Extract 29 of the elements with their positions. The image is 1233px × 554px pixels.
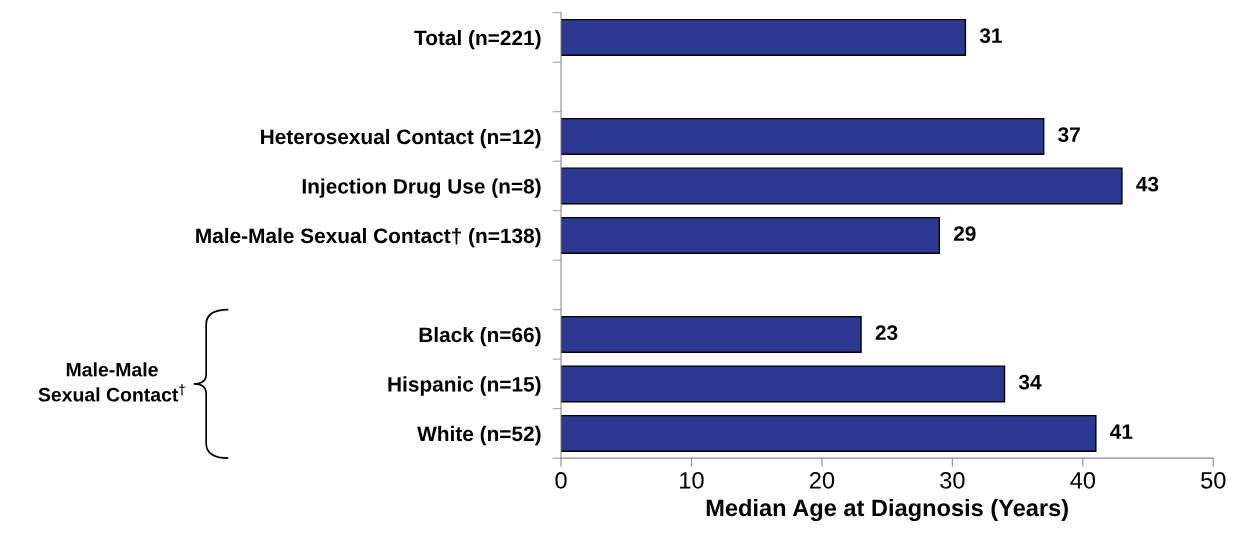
bar <box>561 216 941 254</box>
text: Male-Male Sexual Contact$^{†}$ <box>38 362 185 402</box>
x-tick-label: 0 <box>555 471 567 489</box>
y-tick-label: Male-Male Sexual Contact† (n=138) <box>196 227 541 248</box>
data-label: 43 <box>1136 176 1159 192</box>
data-label: 23 <box>875 325 898 341</box>
data-label: 34 <box>1018 374 1042 390</box>
data-label: 41 <box>1110 424 1133 439</box>
x-tick-label: 40 <box>1070 471 1096 489</box>
bar <box>561 315 862 353</box>
x-tick-label: 10 <box>680 471 704 489</box>
y-tick-label: Total (n=221) <box>414 29 541 50</box>
bar <box>561 117 1045 155</box>
x-tick-label: 30 <box>940 471 965 489</box>
y-tick-label: Injection Drug Use (n=8) <box>302 178 541 198</box>
bar <box>561 365 1006 403</box>
bar <box>561 414 1097 452</box>
bar <box>561 18 967 56</box>
y-tick-label: White (n=52) <box>417 425 541 446</box>
data-label: 31 <box>979 28 1002 44</box>
data-label: 29 <box>953 226 976 242</box>
x-tick-label: 50 <box>1201 471 1226 489</box>
x-tick-label: 20 <box>809 471 835 489</box>
data-label: 37 <box>1058 127 1080 143</box>
bar <box>561 167 1123 205</box>
x-axis-title: Median Age at Diagnosis (Years) <box>706 498 1068 522</box>
y-tick-label: Black (n=66) <box>419 326 541 347</box>
y-tick-label: Heterosexual Contact (n=12) <box>261 128 541 149</box>
y-tick-label: Hispanic (n=15) <box>388 376 541 396</box>
